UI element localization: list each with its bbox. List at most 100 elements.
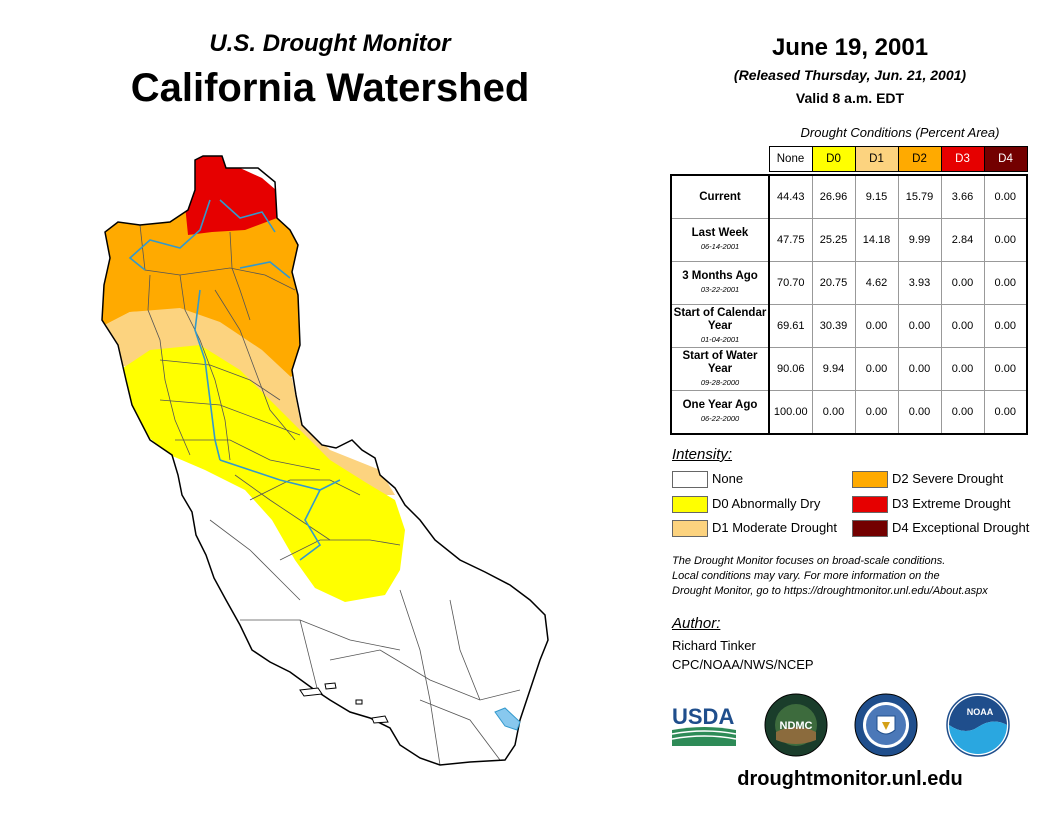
cell-value: 3.66 <box>941 174 985 219</box>
usda-logo: USDA <box>672 704 737 746</box>
channel-islands <box>299 682 389 724</box>
legend-heading: Intensity: <box>672 446 733 463</box>
col-d0: D0 <box>811 146 856 172</box>
row-date: 06-14-2001 <box>700 242 740 251</box>
cell-value: 30.39 <box>812 304 856 348</box>
row-label: One Year Ago <box>682 399 758 411</box>
table-header-row: None D0 D1 D2 D3 D4 <box>671 146 1028 172</box>
row-date: 09-28-2000 <box>700 377 740 387</box>
drought-conditions-table: None D0 D1 D2 D3 D4 Current 44.43 26.96 … <box>670 146 1028 435</box>
legend-swatch <box>852 496 888 513</box>
cell-value: 25.25 <box>812 218 856 262</box>
cell-value: 44.43 <box>769 174 813 219</box>
salton-sea <box>494 707 521 731</box>
row-label: 3 Months Ago <box>682 270 758 282</box>
rivers <box>128 199 341 561</box>
table-caption: Drought Conditions (Percent Area) <box>800 125 1000 140</box>
note-line: The Drought Monitor focuses on broad-sca… <box>672 555 946 567</box>
table-row: One Year Ago 06-22-2000 100.00 0.00 0.00 … <box>670 390 1028 435</box>
author-org: CPC/NOAA/NWS/NCEP <box>672 657 814 672</box>
table-row: Last Week 06-14-2001 47.75 25.25 14.18 9.… <box>670 218 1028 262</box>
cell-value: 0.00 <box>941 390 985 435</box>
cell-value: 69.61 <box>769 304 813 348</box>
footer-url[interactable]: droughtmonitor.unl.edu <box>737 768 963 790</box>
row-date: 01-04-2001 <box>700 334 740 344</box>
note-line: Drought Monitor, go to https://droughtmo… <box>672 585 988 597</box>
cell-value: 0.00 <box>855 390 899 435</box>
cell-value: 0.00 <box>898 304 942 348</box>
cell-value: 9.99 <box>898 218 942 262</box>
noaa-logo-text: NOAA <box>967 707 994 717</box>
cell-value: 0.00 <box>855 304 899 348</box>
cell-value: 0.00 <box>984 218 1028 262</box>
ndmc-logo: NDMC <box>764 693 828 757</box>
legend-label: D2 Severe Drought <box>892 471 1004 486</box>
legend-label: D4 Exceptional Drought <box>892 520 1030 535</box>
cell-value: 90.06 <box>769 347 813 391</box>
table-row: Start of Calendar Year 01-04-2001 69.61 3… <box>670 304 1028 348</box>
cell-value: 9.15 <box>855 174 899 219</box>
region-d3 <box>185 156 277 235</box>
cell-value: 0.00 <box>984 390 1028 435</box>
legend-swatch <box>672 520 708 537</box>
legend-label: None <box>712 471 744 486</box>
map-title: California Watershed <box>130 66 530 110</box>
cell-value: 0.00 <box>984 347 1028 391</box>
noaa-logo: NOAA <box>946 693 1010 757</box>
cell-value: 47.75 <box>769 218 813 262</box>
row-date: 03-22-2001 <box>700 285 740 294</box>
commerce-seal-logo <box>854 693 918 757</box>
cell-value: 20.75 <box>812 261 856 305</box>
cell-value: 70.70 <box>769 261 813 305</box>
cell-value: 0.00 <box>898 347 942 391</box>
author-name: Richard Tinker <box>672 638 756 653</box>
row-date: 06-22-2000 <box>700 414 740 423</box>
ndmc-logo-text: NDMC <box>780 720 813 732</box>
legend-swatch <box>672 471 708 488</box>
cell-value: 0.00 <box>984 304 1028 348</box>
legend-swatch <box>672 496 708 513</box>
row-label: Start of Water Year <box>682 349 758 375</box>
cell-value: 26.96 <box>812 174 856 219</box>
cell-value: 0.00 <box>941 347 985 391</box>
legend-label: D0 Abnormally Dry <box>712 496 821 511</box>
col-none: None <box>768 146 813 172</box>
table-row: Start of Water Year 09-28-2000 90.06 9.94… <box>670 347 1028 391</box>
legend-swatch <box>852 520 888 537</box>
col-d4: D4 <box>983 146 1028 172</box>
cell-value: 0.00 <box>812 390 856 435</box>
cell-value: 2.84 <box>941 218 985 262</box>
cell-value: 14.18 <box>855 218 899 262</box>
valid-time: Valid 8 a.m. EDT <box>795 90 905 106</box>
cell-value: 4.62 <box>855 261 899 305</box>
map-date: June 19, 2001 <box>771 34 929 61</box>
cell-value: 15.79 <box>898 174 942 219</box>
col-d1: D1 <box>854 146 899 172</box>
cell-value: 3.93 <box>898 261 942 305</box>
disclaimer-note: The Drought Monitor focuses on broad-sca… <box>672 554 1052 599</box>
usda-logo-text: USDA <box>672 704 734 729</box>
table-row: 3 Months Ago 03-22-2001 70.70 20.75 4.62 … <box>670 261 1028 305</box>
legend-swatch <box>852 471 888 488</box>
legend-label: D1 Moderate Drought <box>712 520 838 535</box>
col-d3: D3 <box>940 146 985 172</box>
col-d2: D2 <box>897 146 942 172</box>
row-label: Current <box>699 190 741 203</box>
note-line: Local conditions may vary. For more info… <box>672 570 940 582</box>
cell-value: 100.00 <box>769 390 813 435</box>
cell-value: 0.00 <box>941 304 985 348</box>
drought-map <box>101 155 549 766</box>
cell-value: 0.00 <box>984 261 1028 305</box>
release-date: (Released Thursday, Jun. 21, 2001) <box>733 67 967 83</box>
cell-value: 0.00 <box>984 174 1028 219</box>
row-label: Start of Calendar Year <box>673 306 767 332</box>
legend-label: D3 Extreme Drought <box>892 496 1011 511</box>
cell-value: 0.00 <box>898 390 942 435</box>
cell-value: 0.00 <box>855 347 899 391</box>
author-heading: Author: <box>672 615 721 632</box>
table-row: Current 44.43 26.96 9.15 15.79 3.66 0.00 <box>670 174 1028 219</box>
row-label: Last Week <box>691 227 749 239</box>
map-subtitle: U.S. Drought Monitor <box>209 30 451 57</box>
cell-value: 9.94 <box>812 347 856 391</box>
cell-value: 0.00 <box>941 261 985 305</box>
